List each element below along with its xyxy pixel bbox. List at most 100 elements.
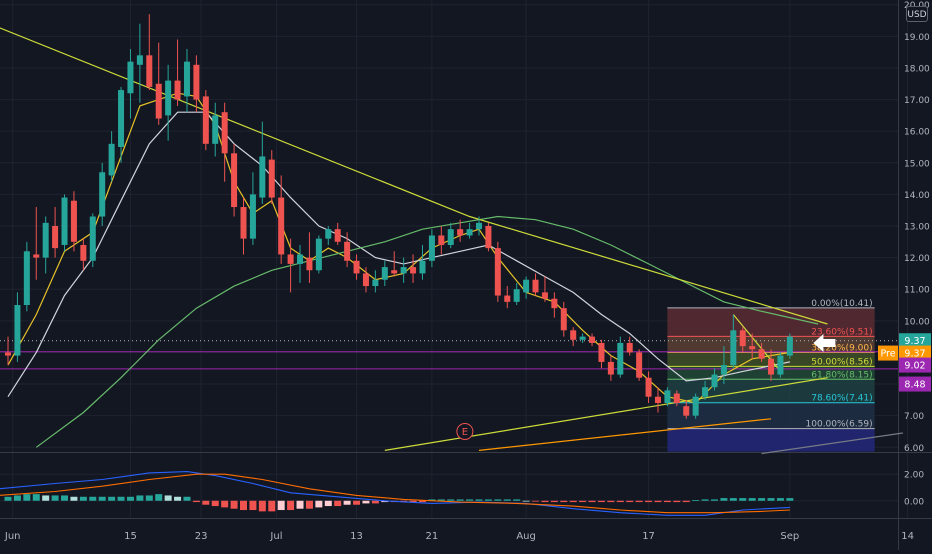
macd-histogram-bar bbox=[353, 500, 361, 505]
macd-histogram-bar bbox=[343, 500, 351, 505]
candle-body bbox=[372, 279, 379, 287]
macd-histogram-bar bbox=[701, 499, 709, 501]
macd-histogram-bar bbox=[729, 498, 737, 501]
candle-body bbox=[259, 156, 266, 198]
candle-body bbox=[504, 295, 511, 302]
candle-body bbox=[428, 235, 435, 261]
candle bbox=[249, 172, 256, 245]
macd-histogram-bar bbox=[202, 500, 210, 505]
candle bbox=[240, 197, 247, 255]
candle bbox=[768, 349, 775, 381]
candle bbox=[513, 282, 520, 306]
candle bbox=[494, 241, 501, 302]
fib-zone bbox=[667, 428, 875, 452]
macd-histogram-bar bbox=[89, 496, 97, 501]
candle bbox=[692, 393, 699, 419]
candle-body bbox=[645, 377, 652, 397]
macd-histogram-bar bbox=[13, 495, 21, 501]
macd-histogram-bar bbox=[183, 496, 191, 501]
macd-histogram-bar bbox=[136, 495, 144, 501]
macd-histogram-bar bbox=[61, 495, 69, 501]
fib-zone bbox=[667, 402, 875, 429]
candle-body bbox=[344, 241, 351, 261]
macd-histogram-bar bbox=[673, 500, 681, 503]
macd-histogram-bar bbox=[503, 499, 511, 501]
candle-body bbox=[711, 374, 718, 388]
macd-histogram-bar bbox=[532, 500, 540, 502]
candle bbox=[33, 207, 40, 280]
candle bbox=[202, 90, 209, 151]
candle-body bbox=[353, 260, 360, 274]
candle-body bbox=[523, 279, 530, 293]
macd-histogram-bar bbox=[466, 499, 474, 501]
candle bbox=[61, 194, 68, 252]
price-tick-label: 15.00 bbox=[904, 159, 930, 169]
candle bbox=[52, 207, 59, 258]
price-tick-label: 19.00 bbox=[904, 33, 930, 43]
candle bbox=[372, 270, 379, 293]
candle-body bbox=[551, 298, 558, 309]
candle-body bbox=[165, 80, 172, 116]
macd-histogram-bar bbox=[126, 496, 134, 501]
candle bbox=[579, 333, 586, 343]
time-tick-label: Sep bbox=[780, 531, 799, 542]
trend-line bbox=[0, 27, 828, 325]
candle bbox=[523, 276, 530, 299]
candle bbox=[607, 355, 614, 381]
moving-average-line bbox=[7, 111, 791, 398]
macd-histogram-bar bbox=[522, 500, 530, 502]
candle bbox=[560, 301, 567, 337]
macd-histogram-bar bbox=[579, 500, 587, 503]
candle bbox=[42, 216, 49, 274]
candle-body bbox=[221, 112, 228, 154]
fib-level-label: 78.60%(7.41) bbox=[811, 394, 872, 404]
macd-histogram-bar bbox=[645, 500, 653, 503]
trend-line bbox=[478, 418, 772, 451]
candle-body bbox=[617, 342, 624, 375]
macd-histogram-bar bbox=[32, 494, 40, 501]
candle bbox=[476, 216, 482, 236]
price-label: 9.37 bbox=[899, 345, 931, 361]
candle-body bbox=[673, 393, 680, 404]
price-label-text: 9.37 bbox=[904, 336, 925, 347]
price-tick-label: 10.00 bbox=[904, 317, 930, 327]
candle bbox=[683, 399, 690, 419]
candle bbox=[541, 276, 548, 302]
macd-histogram-bar bbox=[663, 500, 671, 503]
candle bbox=[570, 327, 577, 347]
candle-body bbox=[80, 244, 87, 261]
candle bbox=[353, 254, 360, 280]
fib-zone bbox=[667, 307, 875, 337]
time-tick-label: 15 bbox=[124, 531, 137, 542]
candle-body bbox=[720, 365, 727, 375]
candle-body bbox=[136, 55, 143, 65]
candle-body bbox=[381, 267, 388, 280]
candle bbox=[278, 175, 285, 264]
candle bbox=[5, 336, 11, 366]
candle-body bbox=[400, 267, 407, 274]
macd-histogram-bar bbox=[588, 500, 596, 503]
candle-body bbox=[598, 342, 605, 362]
fib-level-label: 23.60%(9.51) bbox=[811, 327, 872, 337]
candle bbox=[626, 336, 633, 356]
candle bbox=[146, 14, 153, 91]
price-label-box bbox=[899, 357, 931, 373]
macd-histogram-bar bbox=[211, 500, 219, 507]
candle-body bbox=[52, 226, 59, 249]
candle bbox=[212, 102, 219, 157]
candle bbox=[381, 260, 388, 287]
price-label-box bbox=[899, 376, 931, 392]
candle bbox=[711, 368, 718, 391]
candle bbox=[193, 55, 200, 113]
macd-histogram-bar bbox=[145, 495, 153, 501]
candle bbox=[136, 23, 143, 103]
macd-histogram-bar bbox=[720, 498, 728, 501]
macd-histogram-bar bbox=[635, 500, 643, 503]
candle-body bbox=[249, 194, 256, 239]
candle-body bbox=[730, 330, 737, 366]
candle bbox=[325, 226, 332, 245]
currency-button[interactable]: USD bbox=[906, 6, 928, 22]
price-label-box bbox=[899, 333, 931, 349]
